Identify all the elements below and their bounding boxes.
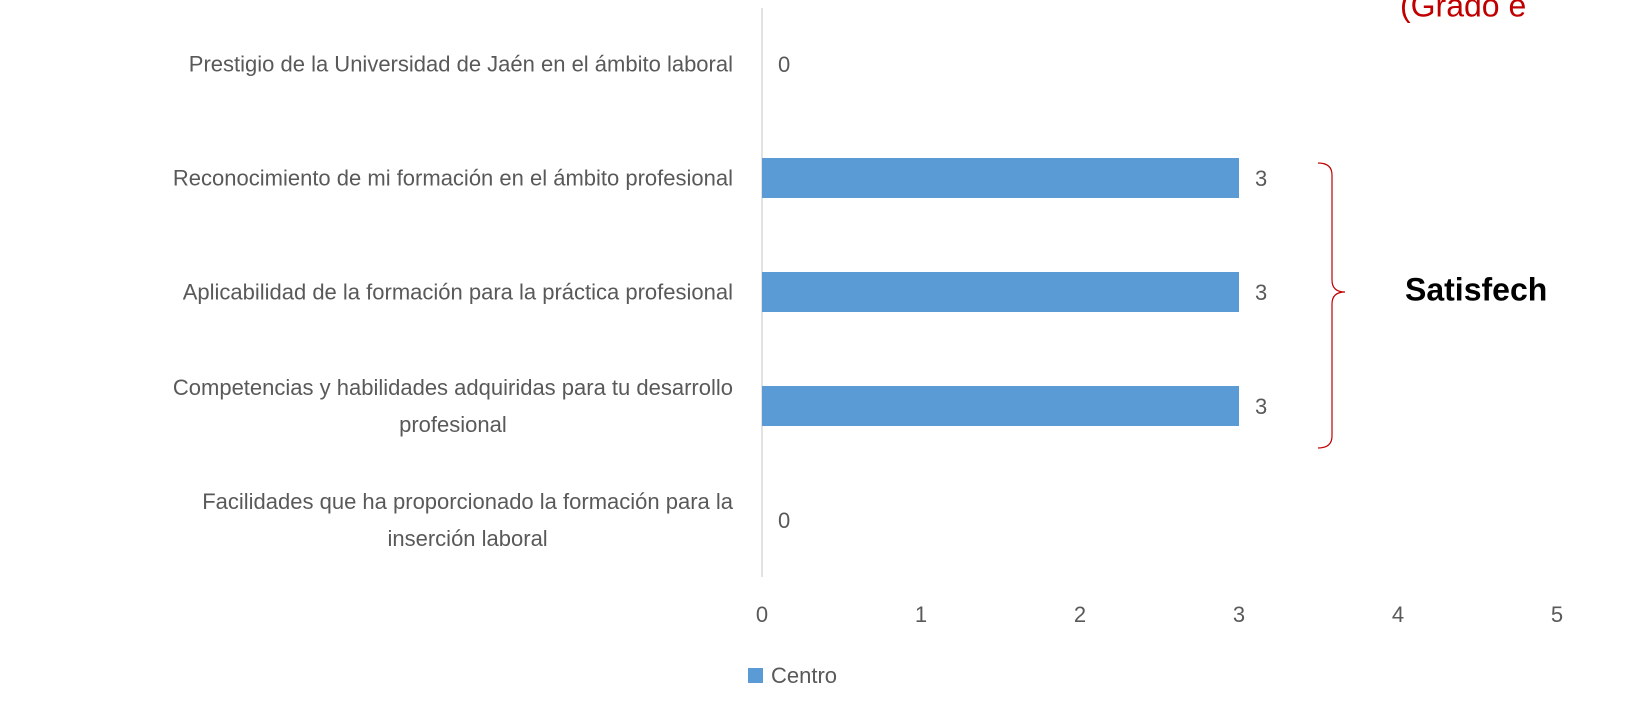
y-tick-label: Facilidades que ha proporcionado la form… xyxy=(202,489,733,551)
legend-swatch xyxy=(748,668,763,683)
data-label: 3 xyxy=(1255,280,1267,305)
data-label: 3 xyxy=(1255,394,1267,419)
x-tick-label: 1 xyxy=(915,602,927,627)
legend-label: Centro xyxy=(771,663,837,688)
y-tick-label: Prestigio de la Universidad de Jaén en e… xyxy=(188,51,733,77)
x-tick-label: 2 xyxy=(1074,602,1086,627)
bracket xyxy=(1317,162,1346,449)
x-tick-label: 3 xyxy=(1233,602,1245,627)
y-tick-label: Competencias y habilidades adquiridas pa… xyxy=(172,375,733,437)
bar xyxy=(762,272,1239,312)
x-tick-label: 0 xyxy=(756,602,768,627)
bar xyxy=(762,386,1239,426)
data-label: 0 xyxy=(778,508,790,533)
x-tick-label: 4 xyxy=(1392,602,1404,627)
bar xyxy=(762,158,1239,198)
y-tick-label: Aplicabilidad de la formación para la pr… xyxy=(182,279,733,305)
annotation: Satisfech xyxy=(1405,271,1547,307)
y-tick-label: Reconocimiento de mi formación en el ámb… xyxy=(172,165,733,191)
annotation: (Grado e xyxy=(1400,0,1526,23)
x-tick-label: 5 xyxy=(1551,602,1563,627)
data-label: 3 xyxy=(1255,166,1267,191)
data-label: 0 xyxy=(778,52,790,77)
